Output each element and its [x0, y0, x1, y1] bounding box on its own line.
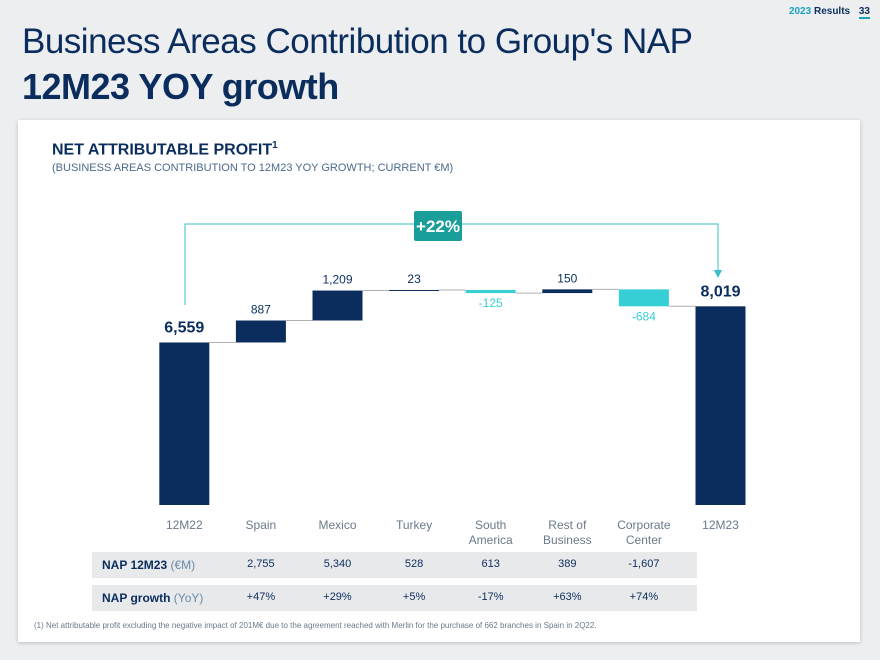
value-label: -684	[632, 309, 656, 323]
chart-title-note: 1	[272, 140, 278, 151]
row-name: NAP 12M23	[102, 558, 168, 572]
table-cell: +5%	[402, 591, 426, 603]
x-tick-label: Corporate Center	[617, 518, 671, 547]
growth-label: +22%	[416, 217, 460, 236]
bar	[465, 289, 516, 294]
x-tick-label: Rest of Business	[542, 518, 592, 547]
value-label: 23	[407, 272, 421, 286]
bar	[618, 289, 669, 307]
bar	[695, 306, 746, 505]
table-cell: 528	[404, 558, 424, 570]
x-tick-label: 12M23	[702, 518, 739, 532]
table-cell: 2,755	[247, 558, 275, 570]
table-cell: -17%	[477, 591, 504, 603]
table-cell: +29%	[323, 591, 352, 603]
bar	[312, 290, 363, 321]
slide-header: 2023 Results 33	[788, 6, 870, 19]
row-name: NAP growth	[102, 591, 171, 605]
growth-arrow	[714, 270, 722, 278]
row-unit: (YoY)	[173, 591, 204, 605]
value-label: 6,559	[164, 319, 204, 336]
table-cell: 5,340	[323, 558, 352, 570]
chart-subtitle: (BUSINESS AREAS CONTRIBUTION TO 12M23 YO…	[52, 162, 454, 174]
table-cell: +47%	[246, 591, 276, 603]
x-tick-label: Turkey	[395, 518, 433, 532]
title: Business Areas Contribution to Group's N…	[22, 22, 693, 61]
chart-title-text: NET ATTRIBUTABLE PROFIT	[52, 141, 273, 159]
footnote: (1) Net attributable profit excluding th…	[34, 621, 597, 630]
value-label: 887	[251, 303, 271, 317]
page-number: 33	[858, 6, 870, 19]
table-cell: -1,607	[628, 558, 660, 570]
x-tick-label: 12M22	[165, 518, 203, 532]
value-label: 8,019	[700, 283, 740, 300]
row-label: NAP growth (YoY)	[102, 591, 203, 605]
x-tick-label: South America	[468, 518, 513, 547]
table-cell: +74%	[629, 591, 659, 603]
table-row: NAP growth (YoY) +47% +29% +5% -17% +63% +74%	[92, 585, 697, 611]
row-label: NAP 12M23 (€M)	[102, 558, 195, 572]
value-label: 150	[557, 271, 577, 285]
header-year: 2023	[788, 6, 812, 17]
value-label: -125	[479, 296, 503, 310]
bar	[389, 289, 440, 291]
bar	[159, 342, 210, 505]
subtitle: 12M23 YOY growth	[22, 66, 339, 107]
value-label: 1,209	[322, 273, 352, 287]
x-tick-label: Spain	[245, 518, 277, 532]
x-tick-label: Mexico	[318, 518, 357, 532]
header-label: Results	[813, 6, 851, 17]
bar	[542, 289, 593, 294]
table-cell: 613	[481, 558, 500, 570]
growth-box	[414, 211, 462, 241]
table-cell: +63%	[553, 591, 582, 603]
bar	[235, 320, 286, 343]
table-cell: 389	[558, 558, 577, 570]
chart-title: NET ATTRIBUTABLE PROFIT1	[52, 140, 278, 159]
table-row: NAP 12M23 (€M) 2,755 5,340 528 613 389 -1,607	[92, 552, 697, 578]
row-unit: (€M)	[170, 558, 196, 572]
